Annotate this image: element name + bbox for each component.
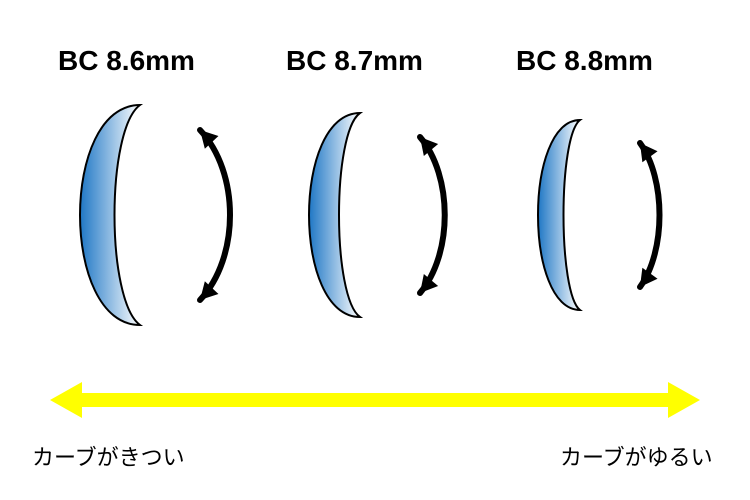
curvature-arc-2 [640,143,660,287]
diagram-stage: BC 8.6mm BC 8.7mm BC 8.8mm カーブがきつい カーブがゆ… [0,0,750,500]
lens-shape-2 [538,120,580,310]
axis-double-arrow-icon [50,382,700,418]
caption-left: カーブがきつい [32,440,185,472]
lens-shape-0 [80,105,140,325]
lens-shape-1 [309,113,360,317]
caption-right: カーブがゆるい [560,440,713,472]
lens-label-1: BC 8.7mm [286,45,423,77]
curvature-arc-0 [200,130,230,300]
curvature-arc-1 [420,137,445,293]
lens-label-0: BC 8.6mm [58,45,195,77]
axis-arrow [50,382,700,418]
lenses-layer [80,105,660,325]
lens-label-2: BC 8.8mm [516,45,653,77]
